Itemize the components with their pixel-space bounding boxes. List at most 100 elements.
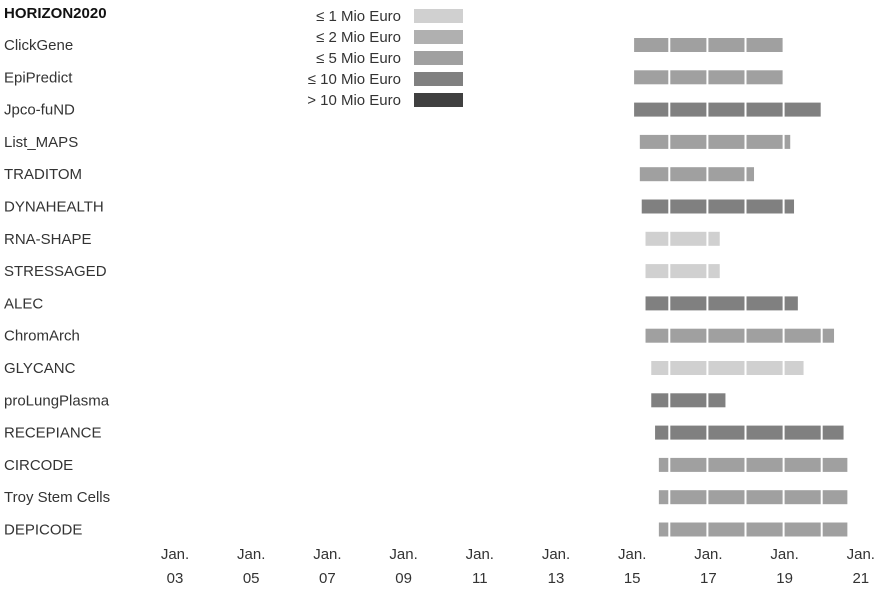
legend: ≤ 1 Mio Euro ≤ 2 Mio Euro ≤ 5 Mio Euro ≤ 10… <box>307 8 463 109</box>
legend-swatch-c10 <box>414 72 463 86</box>
bar-segment <box>645 328 669 343</box>
bar-segment <box>645 264 669 279</box>
gantt-bar <box>658 490 848 505</box>
gantt-bar <box>651 393 726 408</box>
bar-segment <box>670 296 707 311</box>
legend-swatch-c5 <box>414 51 463 65</box>
x-tick-month: Jan. <box>237 546 265 563</box>
legend-label-c2: ≤ 2 Mio Euro <box>316 29 401 46</box>
bar-segment <box>670 490 707 505</box>
gantt-bar <box>658 457 848 472</box>
bar-segment <box>784 361 804 375</box>
bar-segment <box>708 38 745 52</box>
bar-segment <box>784 490 821 505</box>
bar-segment <box>784 296 798 311</box>
bar-segment <box>708 490 745 505</box>
bar-segment <box>746 70 783 85</box>
bar-segment <box>645 296 669 311</box>
bar-segment <box>746 38 783 52</box>
x-tick-month: Jan. <box>770 546 798 563</box>
bar-segment <box>784 522 821 537</box>
x-tick-month: Jan. <box>466 546 494 563</box>
bar-segment <box>645 231 669 246</box>
bar-segment <box>670 102 707 117</box>
chart-title: HORIZON2020 <box>4 5 107 22</box>
bar-segment <box>651 361 669 375</box>
bar-segment <box>746 199 783 214</box>
bar-segment <box>708 328 745 343</box>
bar-segment <box>708 296 745 311</box>
bar-segment <box>708 522 745 537</box>
legend-swatch-cmax <box>414 93 463 107</box>
bar-segment <box>670 361 707 375</box>
x-tick-year: 07 <box>319 570 336 587</box>
gantt-bar <box>639 167 755 182</box>
bar-segment <box>658 490 669 505</box>
x-axis: Jan. 03 Jan. 05 Jan. 07 Jan. 09 Jan. 11 Jan. 13 Jan.… <box>161 546 875 587</box>
row-label: CIRCODE <box>4 457 73 474</box>
bar-segment <box>784 134 791 149</box>
gantt-bar <box>639 134 791 149</box>
bar-segment <box>746 102 783 117</box>
bar-segment <box>784 328 821 343</box>
x-tick-year: 15 <box>624 570 641 587</box>
bar-segment <box>641 199 669 214</box>
bar-segment <box>670 393 707 408</box>
bar-segment <box>822 522 848 537</box>
x-tick-month: Jan. <box>313 546 341 563</box>
row-labels: ClickGene EpiPredict Jpco-fuND List_MAPS TRA… <box>4 37 110 539</box>
bar-segment <box>822 425 844 440</box>
bar-segment <box>746 457 783 472</box>
row-label: Jpco-fuND <box>4 102 75 119</box>
bar-segment <box>746 425 783 440</box>
bar-segment <box>670 38 707 52</box>
bar-segment <box>670 199 707 214</box>
gantt-bar <box>634 70 783 85</box>
bar-segment <box>746 522 783 537</box>
bar-segment <box>708 393 726 408</box>
bar-segment <box>708 425 745 440</box>
x-tick-month: Jan. <box>694 546 722 563</box>
x-tick-year: 17 <box>700 570 717 587</box>
gantt-bar <box>658 522 848 537</box>
x-tick-month: Jan. <box>618 546 646 563</box>
x-tick-year: 21 <box>852 570 869 587</box>
bar-segment <box>822 328 835 343</box>
bar-segment <box>670 134 707 149</box>
row-label: STRESSAGED <box>4 263 107 280</box>
bar-segment <box>708 70 745 85</box>
bar-segment <box>634 70 669 85</box>
x-tick-month: Jan. <box>161 546 189 563</box>
x-tick-year: 19 <box>776 570 793 587</box>
row-label: ALEC <box>4 295 43 312</box>
gantt-bar <box>655 425 844 440</box>
bar-segment <box>658 457 669 472</box>
row-label: TRADITOM <box>4 166 82 183</box>
row-label: Troy Stem Cells <box>4 489 110 506</box>
bar-segment <box>670 522 707 537</box>
legend-swatch-c1 <box>414 9 463 23</box>
gantt-bar <box>645 328 835 343</box>
row-label: RNA-SHAPE <box>4 231 92 248</box>
gantt-bar <box>634 38 783 52</box>
bar-segment <box>822 457 848 472</box>
bar-segment <box>639 134 669 149</box>
bar-segment <box>655 425 669 440</box>
row-label: List_MAPS <box>4 134 78 151</box>
row-label: DEPICODE <box>4 522 82 539</box>
bar-segment <box>708 264 720 279</box>
bar-segment <box>708 457 745 472</box>
row-label: ClickGene <box>4 37 73 54</box>
gantt-bar <box>645 231 720 246</box>
gantt-bar <box>634 102 821 117</box>
bar-segment <box>746 328 783 343</box>
bar-segment <box>639 167 669 182</box>
bar-segment <box>670 70 707 85</box>
bar-segment <box>670 457 707 472</box>
legend-label-c5: ≤ 5 Mio Euro <box>316 50 401 67</box>
x-tick-year: 11 <box>472 570 488 587</box>
bar-segment <box>784 425 821 440</box>
bar-segment <box>746 361 783 375</box>
bar-segment <box>708 102 745 117</box>
